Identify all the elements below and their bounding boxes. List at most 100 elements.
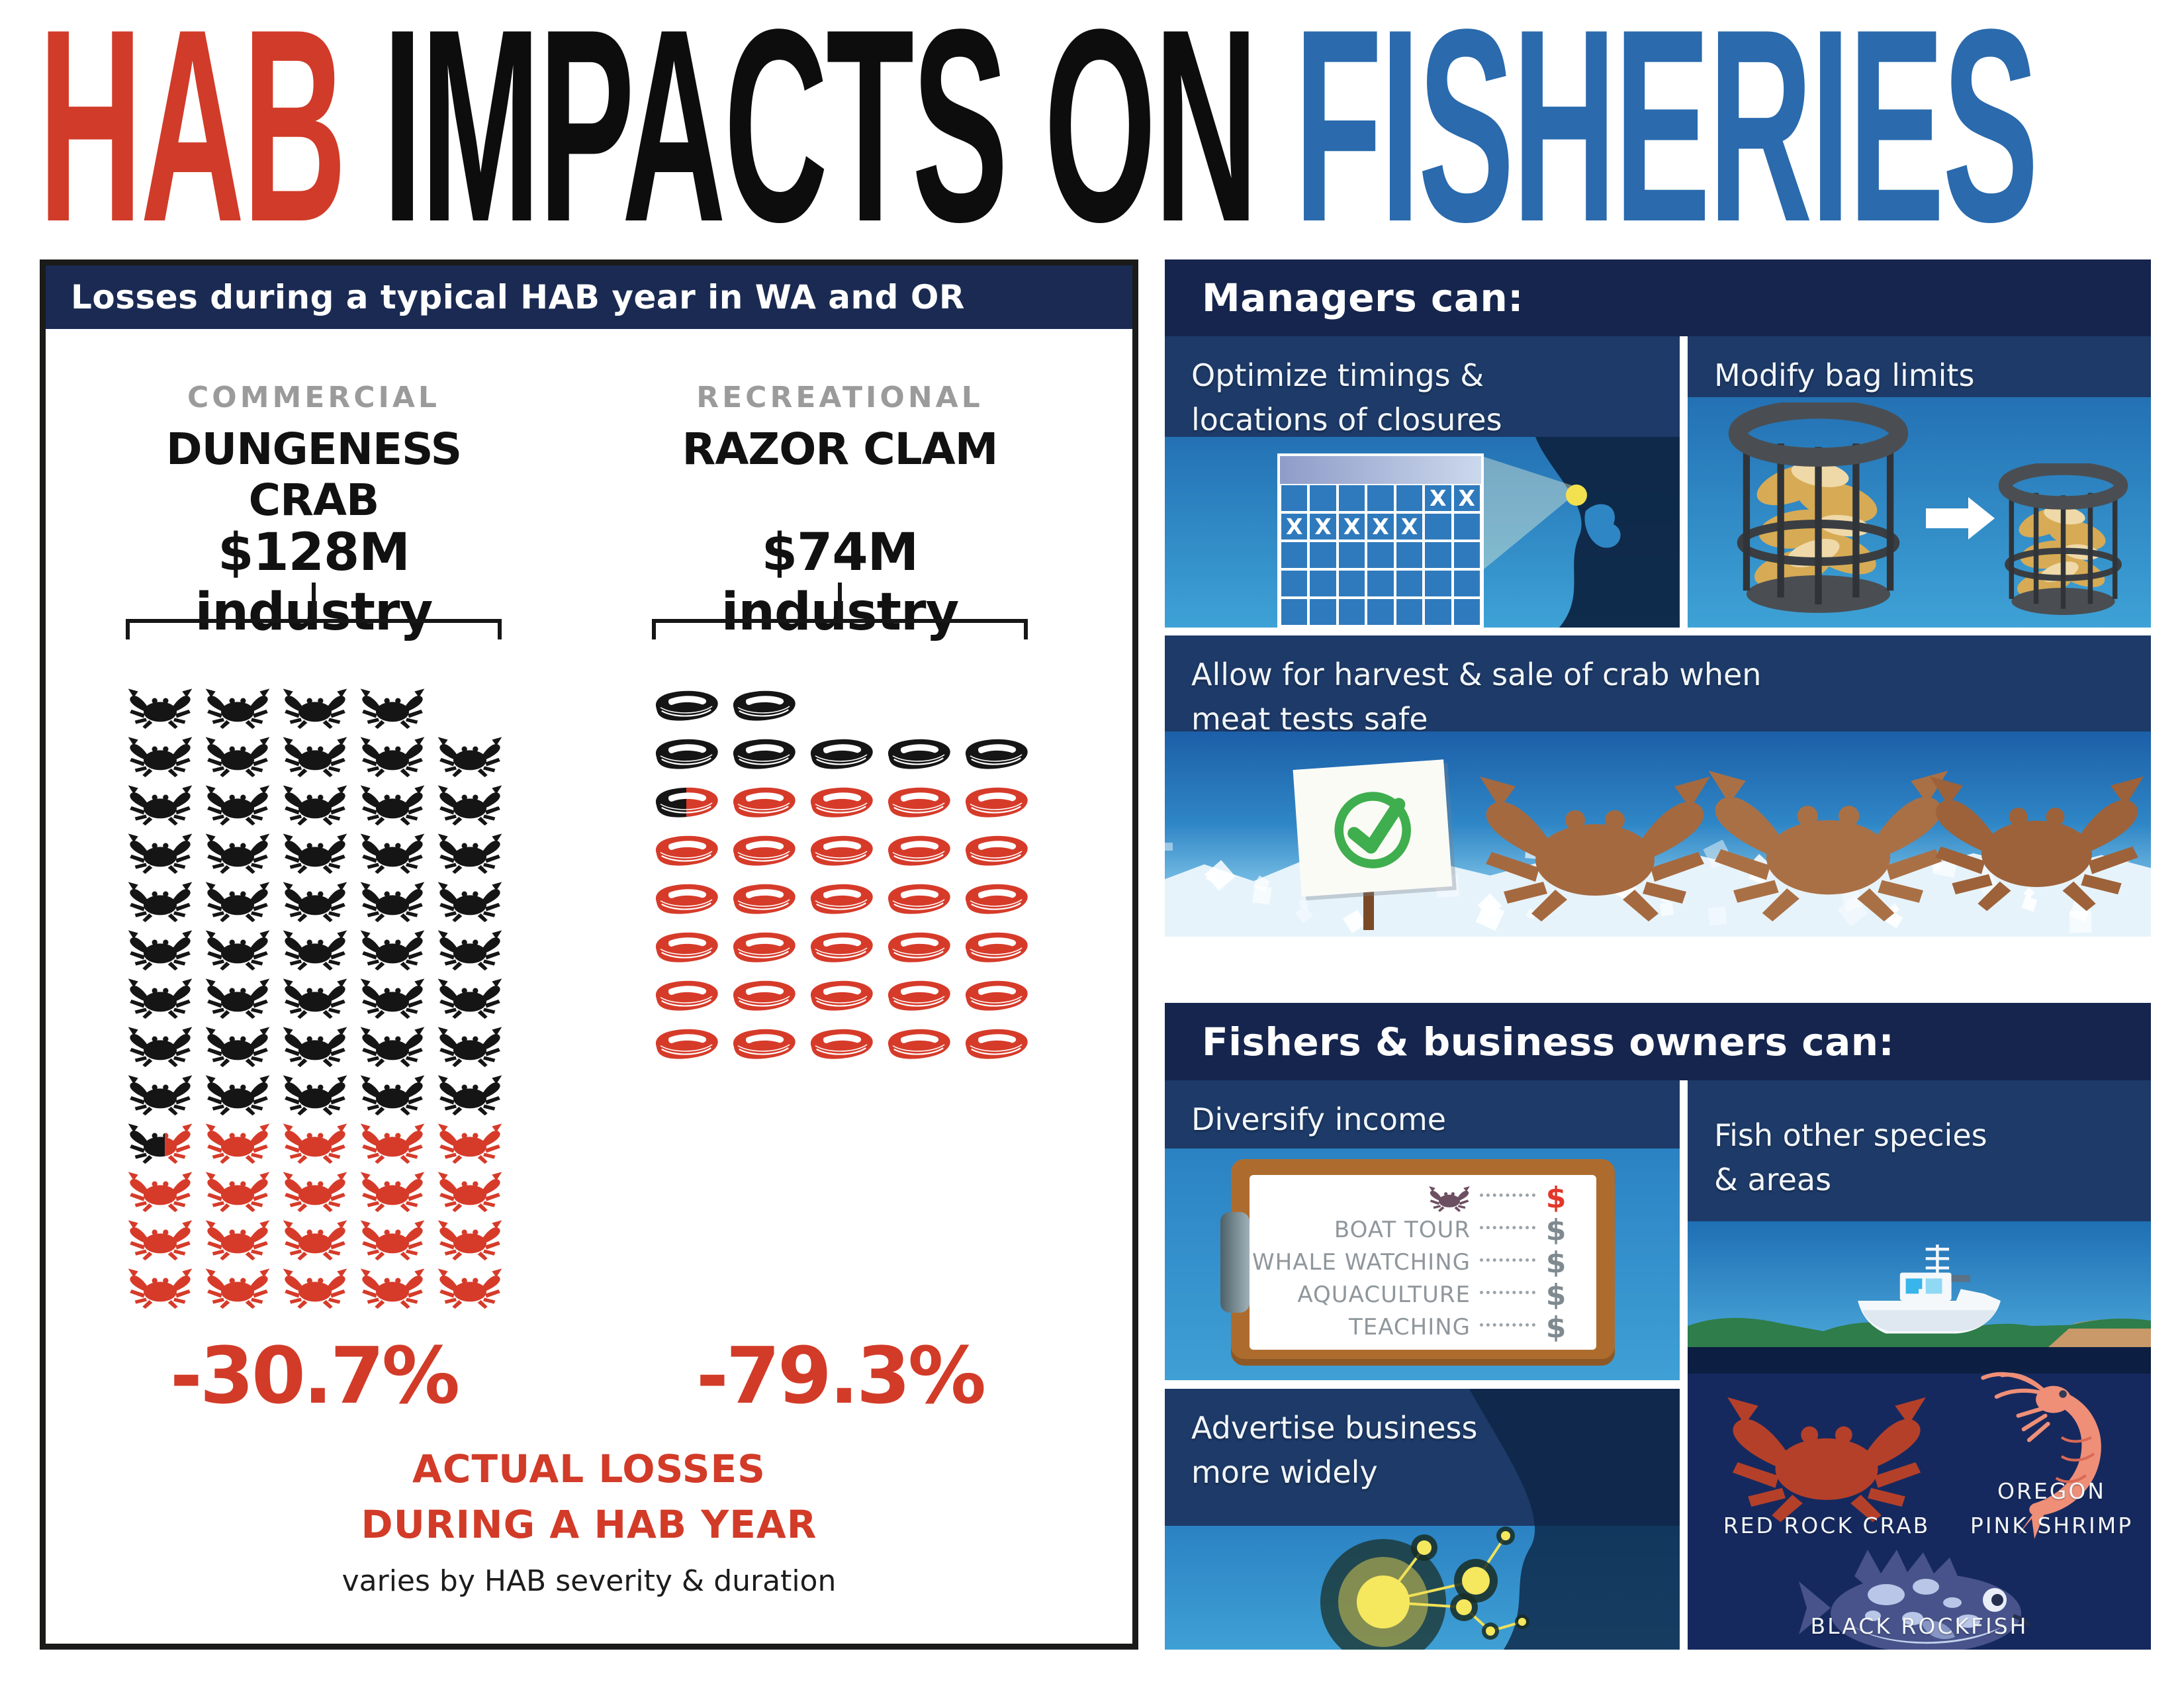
pictograph-cell xyxy=(126,923,203,972)
category-label: RECREATIONAL xyxy=(696,381,983,414)
pictograph-cell xyxy=(358,1020,435,1068)
arrow-right-icon xyxy=(1926,497,1995,539)
calendar-day-cell xyxy=(1394,541,1424,569)
calendar-header-band xyxy=(1280,456,1481,484)
calendar-day-cell xyxy=(1394,569,1424,598)
card-advertise: Advertise business more widely xyxy=(1165,1389,1680,1650)
pictograph-cell xyxy=(884,827,962,875)
clam-icon xyxy=(729,1026,798,1063)
pictograph-cell xyxy=(884,778,962,827)
pictograph-cell xyxy=(281,778,358,827)
pictograph-cell xyxy=(435,972,513,1020)
fishers-panel: Fishers & business owners can: Diversify… xyxy=(1165,1003,2151,1650)
crab-icon xyxy=(281,973,349,1019)
pictograph-cell xyxy=(281,730,358,778)
crab-icon xyxy=(126,1215,195,1261)
pink-shrimp-label: PINK SHRIMP xyxy=(1970,1513,2134,1538)
crab-icon xyxy=(281,1215,349,1261)
crab-icon xyxy=(435,1070,504,1116)
dollar-sign: $ xyxy=(1545,1213,1567,1247)
pictograph-cell xyxy=(729,778,807,827)
pictograph-cell xyxy=(203,1068,281,1117)
calendar-day-cell xyxy=(1280,484,1309,512)
calendar-day-cell xyxy=(1308,569,1338,598)
clam-icon xyxy=(807,736,876,773)
pictograph-cell xyxy=(126,730,203,778)
coast-map-silhouette xyxy=(1484,437,1680,628)
black-rockfish-label: BLACK ROCKFISH xyxy=(1810,1613,2028,1639)
card-optimize-closures: Optimize timings & locations of closures… xyxy=(1165,336,1680,628)
calendar-day-cell xyxy=(1366,541,1395,569)
income-list-item: $ xyxy=(1250,1181,1596,1215)
crab-ice-illustration xyxy=(1165,731,2151,937)
clam-icon xyxy=(807,1026,876,1063)
pictograph-cell xyxy=(435,730,513,778)
dotted-leader xyxy=(1480,1225,1535,1229)
crab-icon xyxy=(203,1263,272,1309)
calendar-day-cell xyxy=(1280,598,1309,626)
crab-icon xyxy=(358,1021,427,1068)
calendar-day-cell xyxy=(1366,484,1395,512)
pictograph-cell xyxy=(729,827,807,875)
clam-icon xyxy=(652,881,721,918)
pictograph-cell xyxy=(203,1165,281,1213)
income-label: AQUACULTURE xyxy=(1297,1282,1471,1308)
calendar-day-cell xyxy=(1452,541,1481,569)
crab-icon xyxy=(203,925,272,971)
crab-icon xyxy=(435,1215,504,1261)
income-list-item: WHALE WATCHING $ xyxy=(1250,1245,1596,1280)
pictograph-cell xyxy=(203,972,281,1020)
ice-cube xyxy=(1295,906,1313,923)
clam-icon xyxy=(962,784,1030,821)
dollar-sign: $ xyxy=(1545,1245,1567,1280)
closure-day-cell: X xyxy=(1452,484,1481,512)
crab-icon xyxy=(435,925,504,971)
crab-icon xyxy=(203,1070,272,1116)
calendar-day-cell xyxy=(1280,569,1309,598)
pictograph-cell xyxy=(203,1213,281,1262)
pictograph-cell xyxy=(807,778,884,827)
clam-icon xyxy=(652,688,721,725)
card-allow-harvest: Allow for harvest & sale of crab when me… xyxy=(1165,635,2151,937)
crab-icon xyxy=(358,731,427,778)
crab-icon xyxy=(126,731,195,778)
pictograph-cell xyxy=(203,827,281,875)
pictograph-cell xyxy=(358,682,435,730)
crab-icon xyxy=(126,1263,195,1309)
pictograph-cell xyxy=(203,778,281,827)
closure-day-cell: X xyxy=(1424,484,1453,512)
pictograph-cell xyxy=(729,682,807,730)
pictograph-cell xyxy=(281,827,358,875)
clam-icon xyxy=(884,784,953,821)
calendar-day-cell xyxy=(1308,598,1338,626)
calendar-day-cell xyxy=(1366,569,1395,598)
crab-icon xyxy=(358,925,427,971)
dotted-leader xyxy=(1480,1323,1535,1327)
pictograph-cell xyxy=(807,972,884,1020)
pictograph-cell xyxy=(652,682,729,730)
pictograph-cell xyxy=(281,1213,358,1262)
pictograph-cell xyxy=(281,1165,358,1213)
clam-bracket xyxy=(652,583,1028,639)
pictograph-cell xyxy=(652,923,729,972)
pictograph-cell xyxy=(435,1068,513,1117)
pictograph-cell xyxy=(281,923,358,972)
crab-icon xyxy=(358,1166,427,1213)
partial-pictograph-cell xyxy=(652,778,729,827)
clam-icon xyxy=(652,978,721,1015)
clam-icon xyxy=(962,881,1030,918)
pictograph-cell xyxy=(962,972,1039,1020)
recreational-clam-heading: RECREATIONAL RAZOR CLAM xyxy=(652,381,1028,475)
pictograph-cell xyxy=(729,730,807,778)
clipboard-paper: $ BOAT TOUR $ WHALE WATCHING $ AQUACULTURE $ TE… xyxy=(1250,1175,1596,1350)
clam-icon xyxy=(652,736,721,773)
clam-icon xyxy=(807,978,876,1015)
pictograph-cell xyxy=(358,1165,435,1213)
crab-icon xyxy=(358,1070,427,1116)
crab-icon xyxy=(281,683,349,729)
calendar-day-cell xyxy=(1337,484,1367,512)
pictograph-cell xyxy=(358,778,435,827)
crab-icon xyxy=(126,925,195,971)
